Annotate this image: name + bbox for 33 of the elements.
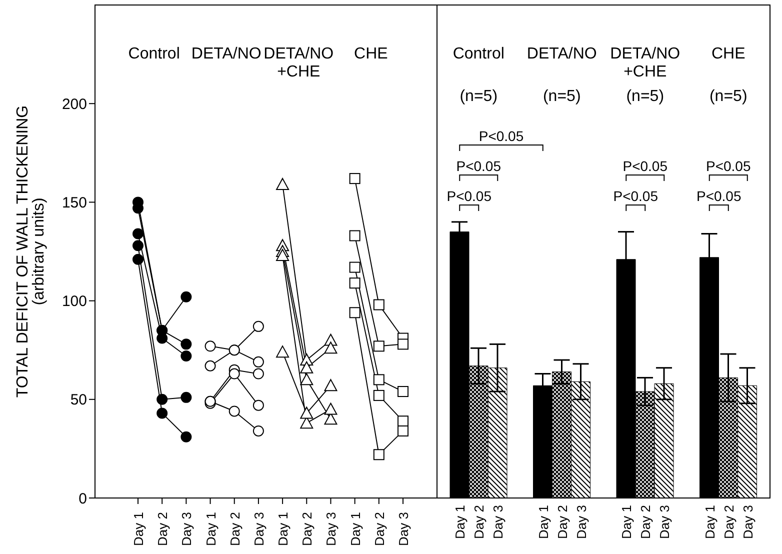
x-tick-label: Day 3 bbox=[251, 512, 266, 546]
annotation: P<0.05 bbox=[478, 128, 524, 144]
annotation: P<0.05 bbox=[456, 158, 502, 174]
x-tick-label: Day 3 bbox=[396, 512, 411, 546]
x-tick-label: Day 2 bbox=[227, 512, 242, 546]
x-tick-label: Day 1 bbox=[203, 512, 218, 546]
x-tick-label: Day 1 bbox=[276, 512, 291, 546]
x-tick-label: Control bbox=[452, 45, 504, 62]
x-tick-label: Day 2 bbox=[155, 512, 170, 546]
annotation: P<0.05 bbox=[622, 158, 668, 174]
y-tick-label: 0 bbox=[78, 490, 87, 508]
x-tick-label: Day 3 bbox=[179, 512, 194, 546]
annotation: P<0.05 bbox=[613, 188, 658, 204]
x-tick-label: Day 1 bbox=[131, 512, 146, 546]
x-tick-label: Day 1 bbox=[348, 512, 363, 546]
y-tick-label: 200 bbox=[62, 96, 87, 113]
annotation: (n=5) bbox=[626, 88, 664, 105]
annotation: (n=5) bbox=[460, 88, 498, 105]
annotation: (n=5) bbox=[542, 88, 581, 105]
x-tick-label: Day 2 bbox=[372, 512, 387, 546]
annotation: P<0.05 bbox=[706, 158, 751, 174]
y-axis-title: TOTAL DEFICIT OF WALL THICKENING (arbitrary units) bbox=[14, 105, 48, 398]
x-tick-label: CHE bbox=[711, 45, 746, 62]
x-tick-label: DETA/NO bbox=[526, 45, 597, 62]
x-tick-label: Day 2 bbox=[300, 512, 315, 546]
annotation: (n=5) bbox=[709, 88, 748, 105]
y-tick-label: 50 bbox=[70, 392, 87, 409]
x-tick-label: Day 3 bbox=[324, 512, 339, 546]
y-tick-label: 100 bbox=[62, 293, 87, 310]
annotation: P<0.05 bbox=[696, 188, 742, 204]
y-tick-label: 150 bbox=[62, 194, 87, 212]
annotation: P<0.05 bbox=[446, 188, 492, 204]
x-tick-label: DETA/NO +CHE bbox=[610, 45, 680, 80]
